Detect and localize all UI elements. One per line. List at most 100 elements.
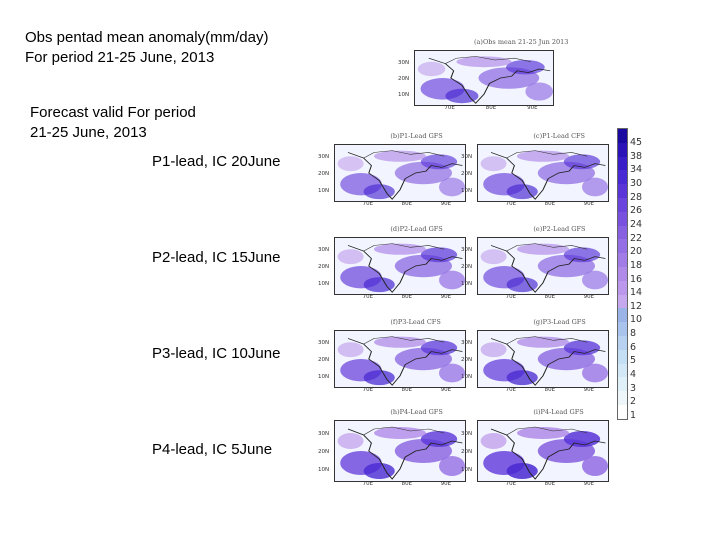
- longitude-label: 90E: [440, 387, 452, 393]
- forecast-heading: Forecast valid For period 21-25 June, 20…: [30, 103, 196, 143]
- longitude-label: 70E: [362, 294, 374, 300]
- rainfall-anomaly-region: [439, 270, 465, 290]
- latitude-label: 30N: [398, 59, 410, 66]
- map-panel-title: (h)P4-Lead GFS: [390, 408, 443, 416]
- latitude-label: 20N: [318, 356, 330, 363]
- latitude-label: 10N: [461, 466, 473, 473]
- colorbar-tick-label: 38: [630, 150, 643, 162]
- lead-label-4: P4-lead, IC 5June: [152, 441, 273, 458]
- colorbar-tick-label: 2: [630, 396, 637, 408]
- longitude-label: 90E: [527, 105, 538, 111]
- map-panel: (h)P4-Lead GFS 30N 20N 10N 70E 80E 90E: [318, 408, 474, 492]
- colorbar-segment: [618, 363, 627, 378]
- rainfall-anomaly-region: [363, 463, 395, 479]
- map-panel: (i)P4-Lead GFS 30N 20N 10N 70E 80E 90E: [461, 408, 617, 492]
- colorbar-segment: [618, 377, 627, 392]
- country-border: [506, 426, 588, 436]
- longitude-label: 80E: [544, 387, 556, 393]
- rainfall-anomaly-region: [517, 150, 569, 162]
- forecast-line-1: Forecast valid For period: [30, 104, 196, 121]
- rainfall-anomaly-region: [337, 249, 364, 265]
- colorbar: [617, 128, 628, 420]
- rainfall-anomaly-region: [374, 427, 426, 439]
- colorbar-segment: [618, 308, 627, 323]
- map-panel: (a)Obs mean 21-25 Jun 2013 30N 20N 10N 70E 80…: [398, 38, 568, 116]
- rainfall-anomaly-region: [563, 247, 601, 263]
- map-panel-title: (d)P2-Lead GFS: [390, 225, 443, 233]
- colorbar-tick-label: 4: [630, 369, 637, 381]
- forecast-line-2: 21-25 June, 2013: [30, 124, 147, 141]
- longitude-label: 90E: [583, 481, 595, 487]
- map-panel-title: (i)P4-Lead GFS: [533, 408, 584, 416]
- rainfall-anomaly-region: [517, 336, 569, 348]
- rainfall-anomaly-map: [477, 330, 609, 388]
- colorbar-segment: [618, 335, 627, 350]
- map-panel-title: (f)P3-Lead CFS: [390, 318, 441, 326]
- colorbar-segment: [618, 156, 627, 171]
- colorbar-tick-label: 34: [630, 164, 643, 176]
- latitude-label: 10N: [398, 92, 410, 99]
- rainfall-anomaly-region: [420, 340, 458, 356]
- colorbar-tick-label: 45: [630, 137, 643, 148]
- colorbar-tick-label: 12: [630, 300, 643, 312]
- rainfall-anomaly-map: [477, 237, 609, 295]
- longitude-label: 80E: [401, 387, 413, 393]
- colorbar-segment: [618, 197, 627, 212]
- latitude-label: 30N: [318, 154, 330, 161]
- colorbar-segment: [618, 266, 627, 281]
- latitude-label: 20N: [398, 75, 410, 82]
- latitude-label: 10N: [461, 280, 473, 287]
- rainfall-anomaly-region: [420, 247, 458, 263]
- colorbar-segment: [618, 239, 627, 254]
- colorbar-tick-label: 28: [630, 191, 643, 203]
- title-line-2: For period 21-25 June, 2013: [25, 49, 215, 66]
- colorbar-segment: [618, 225, 627, 240]
- rainfall-anomaly-region: [480, 249, 507, 265]
- rainfall-anomaly-region: [582, 270, 608, 290]
- map-panel: (g)P3-Lead GFS 30N 20N 10N 70E 80E 90E: [461, 318, 617, 398]
- colorbar-tick-label: 20: [630, 246, 643, 258]
- rainfall-anomaly-region: [363, 370, 395, 386]
- title-line-1: Obs pentad mean anomaly(mm/day): [25, 29, 269, 46]
- rainfall-anomaly-region: [439, 363, 465, 383]
- rainfall-anomaly-region: [456, 56, 512, 68]
- rainfall-anomaly-region: [480, 433, 507, 449]
- latitude-label: 30N: [318, 430, 330, 437]
- colorbar-segment: [618, 294, 627, 309]
- latitude-label: 30N: [318, 247, 330, 254]
- latitude-label: 10N: [318, 187, 330, 194]
- rainfall-anomaly-region: [445, 88, 479, 104]
- longitude-label: 80E: [401, 201, 413, 207]
- map-panel: (b)P1-Lead GFS 30N 20N 10N 70E 80E 90E: [318, 132, 474, 212]
- rainfall-anomaly-region: [337, 433, 364, 449]
- colorbar-tick-label: 14: [630, 287, 643, 299]
- map-panel: (e)P2-Lead GFS 30N 20N 10N 70E 80E 90E: [461, 225, 617, 305]
- colorbar-tick-label: 18: [630, 259, 643, 271]
- slide-title: Obs pentad mean anomaly(mm/day) For peri…: [25, 28, 268, 68]
- colorbar-segment: [618, 391, 627, 405]
- country-border: [506, 150, 588, 159]
- longitude-label: 70E: [362, 481, 374, 487]
- longitude-label: 90E: [440, 201, 452, 207]
- map-panel: (d)P2-Lead GFS 30N 20N 10N 70E 80E 90E: [318, 225, 474, 305]
- latitude-label: 30N: [461, 430, 473, 437]
- colorbar-segment: [618, 322, 627, 336]
- colorbar-tick-label: 3: [630, 382, 637, 394]
- map-panel-title: (a)Obs mean 21-25 Jun 2013: [474, 38, 569, 46]
- coastline: [490, 152, 606, 200]
- longitude-label: 80E: [401, 294, 413, 300]
- rainfall-anomaly-region: [517, 243, 569, 255]
- colorbar-tick-label: 22: [630, 232, 643, 244]
- country-border: [363, 426, 445, 436]
- coastline: [490, 338, 606, 386]
- colorbar-tick-label: 5: [630, 355, 637, 367]
- rainfall-anomaly-region: [439, 456, 465, 476]
- rainfall-anomaly-region: [374, 336, 426, 348]
- rainfall-anomaly-region: [517, 427, 569, 439]
- rainfall-anomaly-region: [439, 177, 465, 197]
- country-border: [363, 243, 445, 252]
- latitude-label: 10N: [318, 280, 330, 287]
- rainfall-anomaly-region: [563, 340, 601, 356]
- coastline: [490, 428, 606, 480]
- rainfall-anomaly-region: [582, 456, 608, 476]
